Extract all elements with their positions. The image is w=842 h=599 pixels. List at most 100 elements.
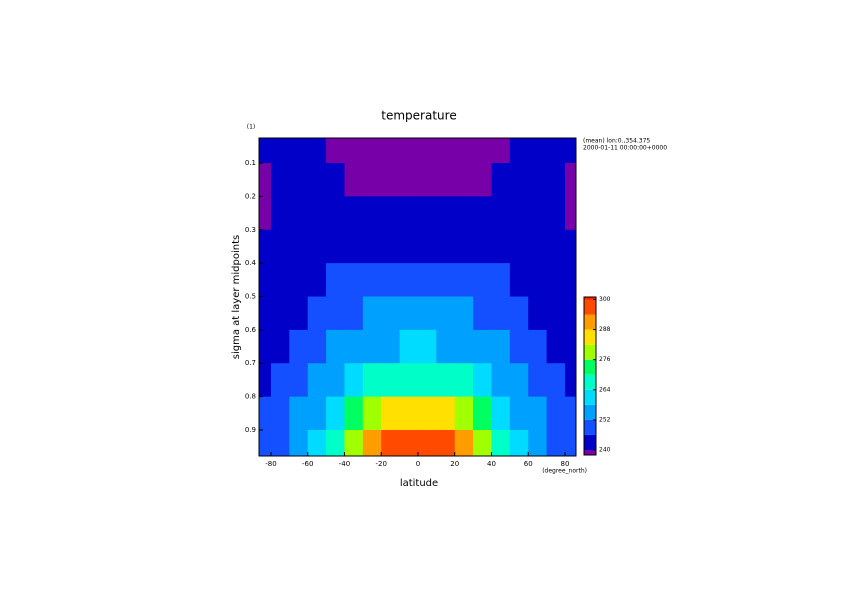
y-unit: (1) xyxy=(247,124,256,131)
contour-cell xyxy=(528,296,548,331)
contour-cell xyxy=(326,196,345,231)
contour-cell xyxy=(454,296,474,331)
colorbar-tick-label: 264 xyxy=(599,386,611,393)
contour-cell xyxy=(454,363,474,398)
x-tick-label: -60 xyxy=(302,460,313,468)
contour-cell xyxy=(399,138,419,164)
info-line: (mean) lon:0.,354.375 xyxy=(583,138,650,145)
contour-cell xyxy=(473,296,492,331)
contour-cell xyxy=(270,263,290,297)
contour-cell xyxy=(564,396,576,431)
contour-cell xyxy=(473,196,492,231)
contour-cell xyxy=(399,229,419,264)
contour-cell xyxy=(381,196,401,231)
contour-cell xyxy=(289,263,309,297)
contour-cell xyxy=(528,229,548,264)
colorbar-tick-label: 240 xyxy=(599,446,611,453)
contour-cell xyxy=(270,296,290,331)
y-tick-label: 0.4 xyxy=(245,259,257,267)
contour-cell xyxy=(362,329,382,364)
contour-cell xyxy=(399,329,419,364)
contour-cell xyxy=(362,138,382,164)
colorbar-tick-label: 288 xyxy=(599,326,611,333)
contour-cell xyxy=(491,229,511,264)
contour-cell xyxy=(417,363,437,398)
colorbar-frame xyxy=(583,296,597,456)
contour-cell xyxy=(546,296,566,331)
contour-cell xyxy=(362,163,382,197)
contour-cell xyxy=(528,263,548,297)
x-tick-label: 0 xyxy=(416,460,420,468)
contour-cell xyxy=(509,263,529,297)
contour-cell xyxy=(491,396,511,431)
contour-cell xyxy=(546,363,566,398)
contour-cell xyxy=(381,429,401,456)
contour-cell xyxy=(546,196,566,231)
contour-cell xyxy=(491,138,511,164)
contour-cell xyxy=(436,363,456,398)
contour-cell xyxy=(289,296,309,331)
contour-cell xyxy=(326,163,345,197)
contour-cell xyxy=(259,196,272,231)
x-unit: (degree_north) xyxy=(542,468,587,475)
contour-cell xyxy=(546,163,566,197)
contour-cell xyxy=(564,196,576,231)
x-axis-label: latitude xyxy=(400,478,438,489)
colorbar-band xyxy=(584,299,596,315)
contour-cell xyxy=(399,163,419,197)
contour-cell xyxy=(417,138,437,164)
contour-cell xyxy=(491,363,511,398)
contour-cell xyxy=(289,196,309,231)
contour-cell xyxy=(473,429,492,456)
contour-cell xyxy=(564,163,576,197)
contour-cell xyxy=(546,329,566,364)
y-tick-label: 0.3 xyxy=(245,226,256,234)
contour-cell xyxy=(362,196,382,231)
contour-cell xyxy=(270,196,290,231)
contour-cell xyxy=(326,329,345,364)
contour-cell xyxy=(307,196,327,231)
contour-cell xyxy=(546,229,566,264)
contour-cell xyxy=(344,263,364,297)
contour-cell xyxy=(289,138,309,164)
contour-cell xyxy=(528,396,548,431)
contour-cell xyxy=(326,396,345,431)
contour-cell xyxy=(344,196,364,231)
contour-cell xyxy=(528,429,548,456)
contour-cell xyxy=(289,396,309,431)
contour-cell xyxy=(259,363,272,398)
colorbar-band xyxy=(584,374,596,390)
contour-cell xyxy=(564,296,576,331)
contour-cell xyxy=(473,363,492,398)
contour-cell xyxy=(344,329,364,364)
contour-cell xyxy=(307,363,327,398)
contour-cell xyxy=(436,229,456,264)
contour-cell xyxy=(564,263,576,297)
contour-cell xyxy=(491,429,511,456)
contour-cell xyxy=(491,263,511,297)
contour-cell xyxy=(491,196,511,231)
contour-cell xyxy=(270,363,290,398)
contour-field xyxy=(259,138,576,456)
contour-cell xyxy=(491,163,511,197)
contour-cell xyxy=(289,363,309,398)
contour-cell xyxy=(454,429,474,456)
contour-cell xyxy=(344,429,364,456)
contour-cell xyxy=(473,263,492,297)
contour-cell xyxy=(307,396,327,431)
contour-cell xyxy=(399,396,419,431)
contour-cell xyxy=(270,396,290,431)
x-tick-label: 20 xyxy=(450,460,459,468)
contour-cell xyxy=(509,163,529,197)
colorbar-band xyxy=(584,434,596,450)
contour-cell xyxy=(289,229,309,264)
contour-cell xyxy=(307,163,327,197)
contour-cell xyxy=(417,396,437,431)
contour-cell xyxy=(326,229,345,264)
contour-cell xyxy=(564,363,576,398)
contour-cell xyxy=(454,263,474,297)
contour-cell xyxy=(259,138,272,164)
contour-cell xyxy=(381,296,401,331)
contour-cell xyxy=(528,138,548,164)
